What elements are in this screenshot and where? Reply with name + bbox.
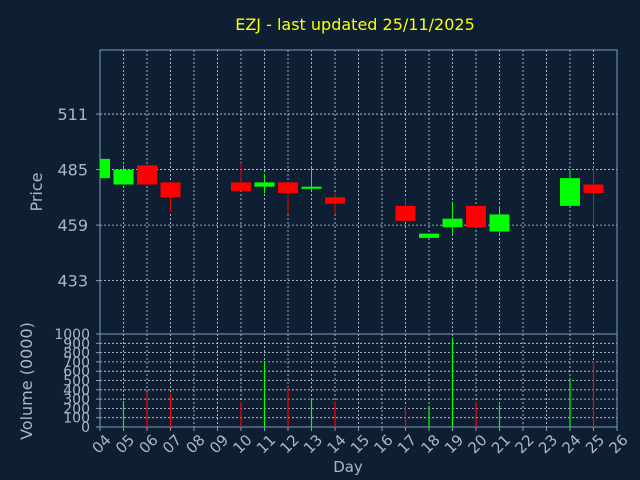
candle [113, 165, 134, 185]
price-tick-label: 511 [57, 105, 88, 124]
volume-tick-label: 700 [63, 355, 90, 371]
day-tick-label: 17 [394, 431, 420, 457]
candle [560, 169, 580, 206]
candle [489, 205, 510, 234]
candle-body [560, 178, 580, 206]
candle-body [113, 169, 134, 185]
candle [160, 182, 181, 213]
volume-tick-label: 600 [63, 364, 90, 380]
volume-tick-label: 500 [63, 374, 90, 390]
day-tick-label: 24 [559, 431, 585, 457]
volume-tick-label: 100 [63, 411, 90, 427]
day-tick-label: 13 [300, 431, 326, 457]
day-tick-label: 08 [183, 431, 209, 457]
day-tick-label: 05 [112, 431, 138, 457]
volume-tick-label: 200 [63, 401, 90, 417]
candle [137, 165, 157, 185]
candle [254, 173, 275, 194]
day-tick-label: 19 [441, 431, 467, 457]
day-tick-label: 16 [371, 431, 397, 457]
day-tick-label: 15 [347, 431, 373, 457]
day-tick-label: 14 [324, 431, 350, 457]
candle-body [466, 205, 486, 228]
candle-body [137, 165, 157, 185]
day-axis-label: Day [333, 458, 363, 476]
volume-tick-label: 300 [63, 392, 90, 408]
volume-tick-label: 900 [63, 336, 90, 352]
day-tick-label: 25 [582, 431, 608, 457]
day-tick-label: 26 [606, 431, 632, 457]
candle-body [442, 218, 463, 228]
candle-body [160, 182, 181, 198]
candle [419, 233, 439, 238]
volume-axis-label: Volume (0000) [17, 322, 36, 440]
candle [583, 167, 604, 226]
candle [231, 163, 251, 191]
day-tick-label: 12 [277, 431, 303, 457]
candle [278, 182, 298, 215]
price-tick-label: 485 [57, 161, 88, 180]
day-tick-label: 10 [230, 431, 256, 457]
day-tick-label: 07 [159, 431, 185, 457]
candle-body [100, 158, 110, 179]
candle [466, 205, 486, 228]
candle-body [489, 214, 510, 232]
chart-title: EZJ - last updated 25/11/2025 [235, 15, 475, 34]
price-tick-label: 433 [57, 272, 88, 291]
day-tick-label: 20 [465, 431, 491, 457]
day-tick-label: 23 [535, 431, 561, 457]
price-axis-label: Price [27, 172, 46, 211]
volume-tick-label: 1000 [54, 327, 90, 343]
candle-body [419, 233, 439, 238]
day-tick-label: 06 [136, 431, 162, 457]
candle-body [254, 182, 275, 187]
day-tick-label: 11 [253, 431, 279, 457]
candle-body [325, 197, 345, 204]
price-panel: 433 459 485 511 [57, 49, 618, 335]
candle-body [278, 182, 298, 194]
candle [442, 201, 463, 234]
candle [395, 197, 416, 221]
volume-tick-label: 400 [63, 383, 90, 399]
price-tick-label: 459 [57, 216, 88, 235]
day-tick-label: 21 [488, 431, 514, 457]
day-tick-label: 18 [418, 431, 444, 457]
volume-tick-label: 0 [81, 420, 90, 436]
day-tick-label: 04 [89, 431, 115, 457]
volume-tick-label: 800 [63, 346, 90, 362]
day-tick-label: 22 [512, 431, 538, 457]
candle-body [395, 205, 416, 221]
candle [325, 193, 345, 215]
candle [99, 158, 110, 179]
candle-body [583, 184, 604, 194]
candle-body [231, 182, 251, 191]
candle-body [301, 186, 322, 189]
candle [301, 167, 322, 191]
day-tick-label: 09 [206, 431, 232, 457]
